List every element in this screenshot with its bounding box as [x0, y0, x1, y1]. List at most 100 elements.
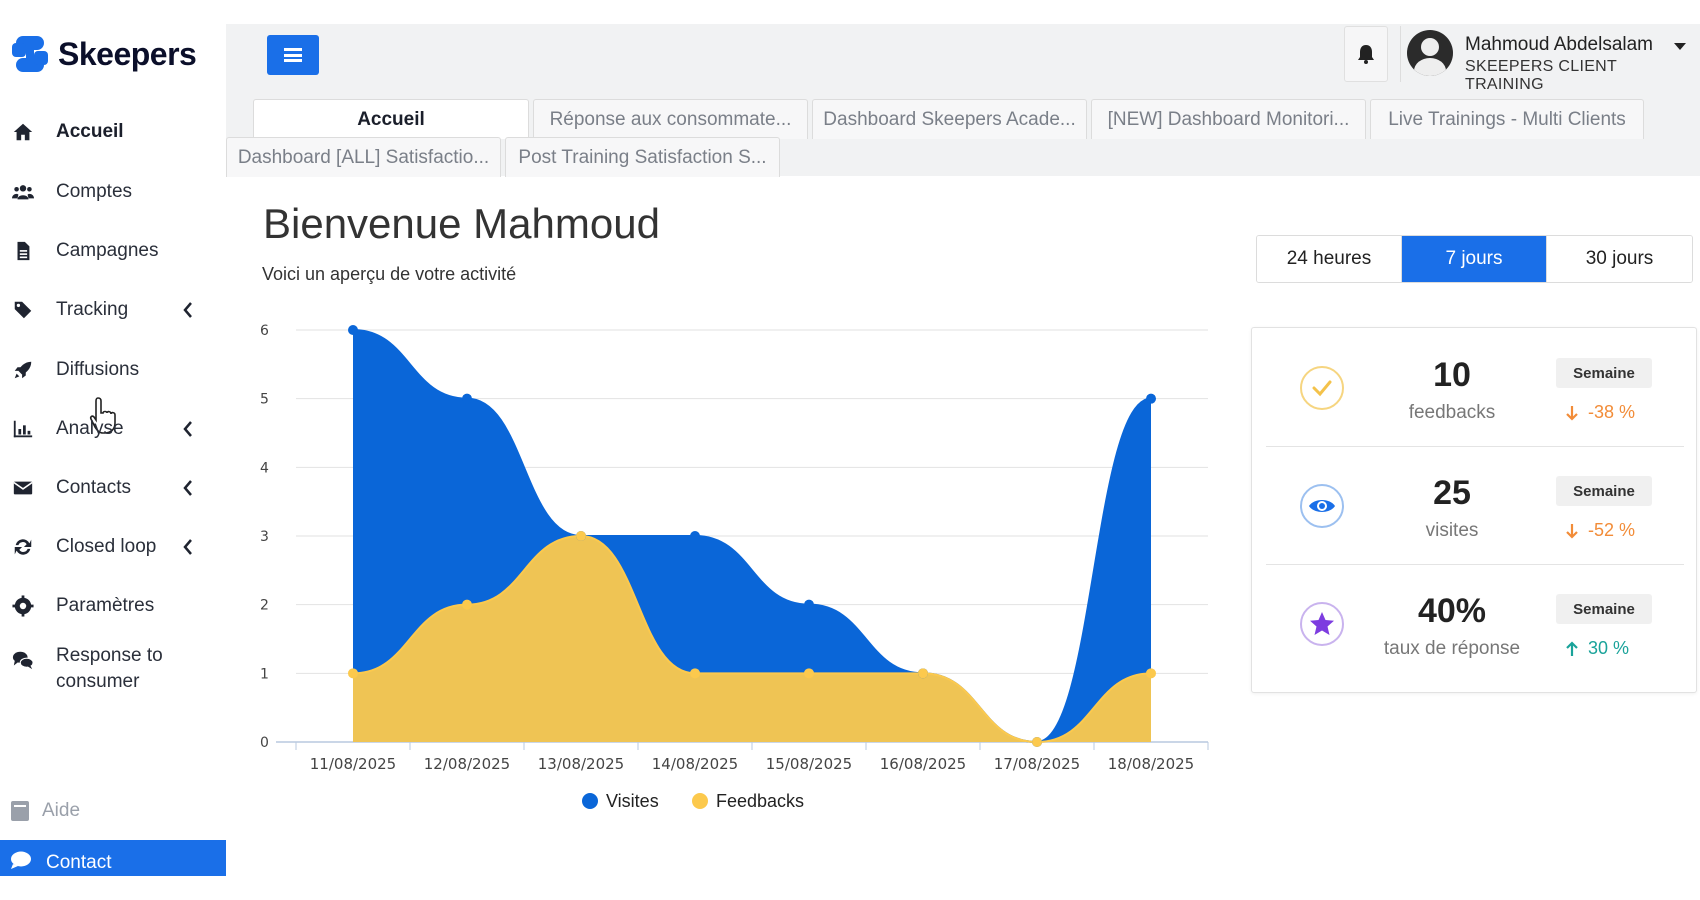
gear-icon: [10, 593, 36, 619]
caret-down-icon[interactable]: [1674, 43, 1686, 50]
chat-icon: [11, 851, 31, 869]
user-name[interactable]: Mahmoud Abdelsalam: [1465, 34, 1653, 55]
check-icon: [1300, 366, 1344, 410]
stat-value: 10: [1433, 356, 1471, 394]
help-link[interactable]: Aide: [10, 800, 80, 822]
data-point-feedbacks: [690, 668, 700, 679]
data-point-feedbacks: [804, 668, 814, 679]
stat-period-badge: Semaine: [1556, 476, 1652, 506]
y-tick-label: 2: [260, 598, 269, 614]
brand-name: Skeepers: [58, 35, 197, 72]
tab-post-training-satisfaction[interactable]: Post Training Satisfaction S...: [505, 137, 780, 177]
brand-logo[interactable]: Skeepers: [10, 34, 197, 74]
y-tick-label: 1: [260, 666, 269, 682]
tab-dashboard-monitoring[interactable]: [NEW] Dashboard Monitori...: [1091, 99, 1366, 139]
sidebar-item-closed-loop[interactable]: Closed loop: [10, 525, 216, 569]
tab-reponse-consommateurs[interactable]: Réponse aux consommate...: [533, 99, 808, 139]
sidebar-item-label: Diffusions: [56, 359, 140, 380]
range-30d-button[interactable]: 30 jours: [1547, 236, 1692, 282]
sidebar-item-campagnes[interactable]: Campagnes: [10, 229, 216, 273]
arrow-down-icon: [1566, 523, 1578, 539]
sidebar-item-tracking[interactable]: Tracking: [10, 288, 216, 332]
contact-label: Contact: [46, 852, 112, 873]
x-tick-label: 16/08/2025: [880, 755, 966, 773]
range-7d-button[interactable]: 7 jours: [1402, 236, 1547, 282]
range-24h-button[interactable]: 24 heures: [1257, 236, 1402, 282]
y-tick-label: 3: [260, 529, 269, 545]
bell-icon: [1358, 45, 1374, 64]
sidebar-item-label: Paramètres: [56, 595, 155, 616]
time-range-selector: 24 heures 7 jours 30 jours: [1256, 235, 1693, 283]
eye-icon: [1300, 484, 1344, 528]
x-tick-label: 15/08/2025: [766, 755, 852, 773]
sidebar-item-label: Response to consumer: [56, 645, 163, 692]
hamburger-icon: [284, 48, 302, 62]
file-icon: [10, 238, 36, 264]
menu-toggle-button[interactable]: [267, 35, 319, 75]
x-tick-label: 13/08/2025: [538, 755, 624, 773]
hand-cursor-icon: [88, 395, 122, 435]
stat-delta-value: -52 %: [1588, 520, 1636, 540]
activity-chart-svg: 0 1 2 3 4 5 6 11/08/2025 12/08/2025 13/08/2025 14/…: [260, 323, 1209, 811]
sidebar-item-label: Tracking: [56, 299, 129, 320]
sidebar-item-response-to-consumer[interactable]: Response to consumer: [10, 643, 216, 703]
legend-marker: [582, 793, 598, 809]
sidebar-item-accueil[interactable]: Accueil: [10, 110, 216, 154]
data-point-visites: [1146, 393, 1156, 404]
tab-live-trainings[interactable]: Live Trainings - Multi Clients: [1370, 99, 1644, 139]
data-point-visites: [348, 325, 358, 335]
chevron-left-icon[interactable]: [182, 537, 196, 557]
sidebar-item-label: Contacts: [56, 477, 131, 498]
sidebar-item-comptes[interactable]: Comptes: [10, 170, 216, 214]
legend-marker: [692, 793, 708, 809]
data-point-feedbacks: [348, 668, 358, 679]
stat-period-badge: Semaine: [1556, 594, 1652, 624]
rocket-icon: [10, 357, 36, 383]
stat-value: 40%: [1417, 592, 1487, 630]
data-point-feedbacks: [918, 668, 928, 679]
stat-delta-value: -38 %: [1588, 402, 1636, 422]
stat-label: feedbacks: [1408, 402, 1496, 423]
envelope-icon: [10, 475, 36, 501]
sidebar-item-parametres[interactable]: Paramètres: [10, 584, 216, 628]
stat-delta: -52 %: [1564, 520, 1635, 541]
tab-dashboard-satisfaction[interactable]: Dashboard [ALL] Satisfactio...: [226, 137, 501, 177]
notifications-button[interactable]: [1344, 26, 1388, 82]
chevron-left-icon[interactable]: [182, 300, 196, 320]
stat-delta-value: 30 %: [1588, 638, 1630, 658]
data-point-visites: [804, 599, 814, 610]
page-subtitle: Voici un aperçu de votre activité: [262, 264, 517, 284]
sidebar-item-contacts[interactable]: Contacts: [10, 466, 216, 510]
data-point-visites: [690, 531, 700, 541]
x-tick-label: 17/08/2025: [994, 755, 1080, 773]
tag-icon: [10, 297, 36, 323]
stat-label: visites: [1425, 520, 1479, 541]
chevron-left-icon[interactable]: [182, 478, 196, 498]
sidebar-item-label: Campagnes: [56, 240, 159, 261]
stat-visites: 25 visites Semaine -52 %: [1252, 446, 1698, 564]
chevron-left-icon[interactable]: [182, 419, 196, 439]
sidebar-item-diffusions[interactable]: Diffusions: [10, 348, 216, 392]
x-tick-label: 18/08/2025: [1108, 755, 1194, 773]
data-point-visites: [462, 393, 472, 404]
tab-dashboard-academy[interactable]: Dashboard Skeepers Acade...: [812, 99, 1087, 139]
avatar[interactable]: [1407, 30, 1453, 76]
activity-chart: 0 1 2 3 4 5 6 11/08/2025 12/08/2025 13/08/2025 14/…: [250, 310, 1230, 850]
book-icon: [11, 801, 29, 821]
sidebar-item-analyse[interactable]: Analyse: [10, 407, 216, 451]
stat-period-badge: Semaine: [1556, 358, 1652, 388]
stat-value: 25: [1433, 474, 1471, 512]
divider: [1266, 446, 1684, 447]
x-tick-label: 14/08/2025: [652, 755, 738, 773]
sidebar: Skeepers Accueil Comptes Campagnes Track…: [0, 0, 226, 876]
home-icon: [10, 119, 36, 145]
x-tick-label: 12/08/2025: [424, 755, 510, 773]
sidebar-item-label: Analyse: [56, 418, 124, 439]
refresh-icon: [10, 534, 36, 560]
data-point-feedbacks: [1146, 668, 1156, 679]
contact-button[interactable]: Contact: [0, 840, 226, 876]
legend-label: Visites: [606, 791, 659, 811]
data-point-feedbacks: [1032, 737, 1042, 747]
tab-accueil[interactable]: Accueil: [253, 99, 529, 139]
